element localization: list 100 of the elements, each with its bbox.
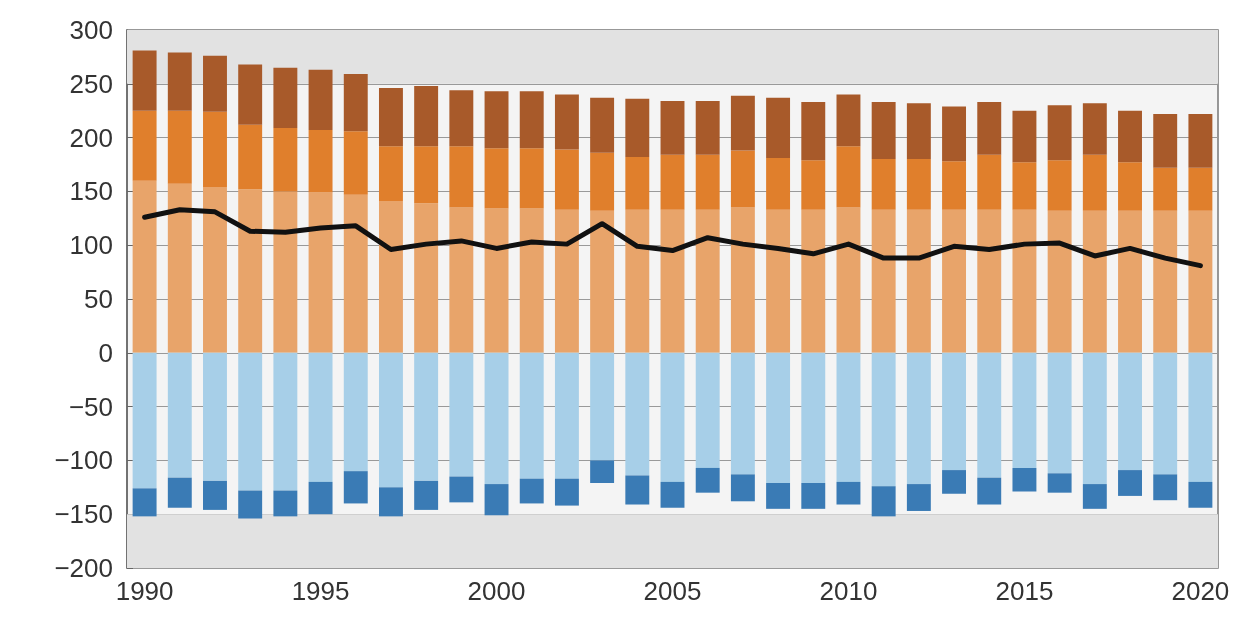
- bar: [203, 352, 227, 481]
- bar: [343, 352, 368, 472]
- bar: [836, 481, 861, 505]
- bar: [906, 484, 931, 511]
- bar: [766, 483, 791, 509]
- bar: [1047, 473, 1072, 493]
- bar: [273, 127, 298, 192]
- bar: [906, 209, 931, 353]
- bar: [1188, 352, 1213, 482]
- bar: [1012, 162, 1037, 210]
- bar: [801, 352, 826, 483]
- bar: [977, 477, 1002, 505]
- bar: [554, 209, 579, 353]
- bar: [1082, 210, 1107, 353]
- bar: [1118, 110, 1142, 163]
- x-tick-label: 2010: [819, 576, 878, 606]
- bar: [554, 149, 579, 210]
- bar: [519, 208, 544, 353]
- bar: [343, 471, 368, 504]
- bar: [906, 159, 931, 210]
- bar: [519, 91, 544, 149]
- bar: [449, 207, 474, 353]
- bar: [1012, 467, 1037, 492]
- bar: [1082, 484, 1107, 509]
- bar: [836, 94, 861, 147]
- y-tick-label: 100: [69, 230, 113, 261]
- bar: [1188, 167, 1213, 211]
- x-tick-label: 2015: [995, 576, 1054, 606]
- bar: [871, 209, 896, 353]
- bar: [906, 103, 931, 160]
- bar: [308, 481, 333, 515]
- bar: [203, 480, 227, 510]
- bar: [203, 187, 227, 353]
- bar: [801, 209, 826, 353]
- y-tick-label: 300: [69, 15, 113, 45]
- bar: [449, 476, 474, 503]
- bar: [167, 110, 192, 184]
- bar: [1047, 160, 1072, 211]
- bar: [1153, 474, 1178, 501]
- bar: [1047, 105, 1072, 161]
- bar: [378, 88, 403, 147]
- bar: [977, 352, 1002, 478]
- y-tick-label: −100: [54, 445, 113, 476]
- bar: [343, 194, 368, 353]
- bar: [977, 102, 1002, 155]
- bar: [695, 467, 720, 493]
- bar: [484, 484, 509, 516]
- bar: [132, 352, 157, 489]
- x-tick-label: 2020: [1171, 576, 1230, 606]
- bar: [906, 352, 931, 485]
- bar: [625, 156, 650, 210]
- bar: [730, 474, 755, 502]
- bar: [1012, 352, 1037, 468]
- bar: [519, 148, 544, 209]
- bar: [660, 481, 685, 508]
- y-tick-label: 250: [69, 68, 113, 99]
- bar: [871, 486, 896, 517]
- bar: [625, 98, 650, 157]
- bar: [695, 209, 720, 353]
- bar: [519, 352, 544, 479]
- bar: [167, 52, 192, 111]
- bar: [836, 146, 861, 208]
- bar: [730, 352, 755, 475]
- bar: [1188, 481, 1213, 508]
- bar: [871, 159, 896, 210]
- bar: [1082, 103, 1107, 155]
- bar: [1047, 210, 1072, 353]
- bar: [977, 154, 1002, 210]
- x-tick-label: 1995: [291, 576, 350, 606]
- bar: [308, 130, 333, 193]
- bar: [519, 478, 544, 504]
- bar: [273, 67, 298, 128]
- bar: [554, 352, 579, 479]
- bar: [378, 146, 403, 202]
- bar: [238, 189, 263, 353]
- bar: [132, 50, 157, 111]
- bar: [1082, 154, 1107, 211]
- bar: [766, 97, 791, 159]
- bar: [132, 110, 157, 181]
- bar: [378, 487, 403, 517]
- bar: [132, 180, 157, 353]
- bar: [1082, 352, 1107, 485]
- bar: [730, 207, 755, 353]
- bar: [766, 158, 791, 210]
- bar: [1118, 470, 1142, 496]
- bar: [554, 478, 579, 506]
- bar: [625, 352, 650, 476]
- bar: [414, 146, 439, 204]
- y-tick-label: −50: [68, 391, 113, 422]
- bar: [766, 209, 791, 353]
- bar: [238, 352, 263, 491]
- bar: [695, 101, 720, 155]
- bar: [554, 94, 579, 150]
- bar: [167, 477, 192, 508]
- y-tick-label: 50: [84, 284, 113, 314]
- bar: [1153, 167, 1178, 211]
- bar: [836, 207, 861, 353]
- bar: [273, 191, 298, 353]
- bar: [378, 201, 403, 353]
- bar: [1188, 210, 1213, 353]
